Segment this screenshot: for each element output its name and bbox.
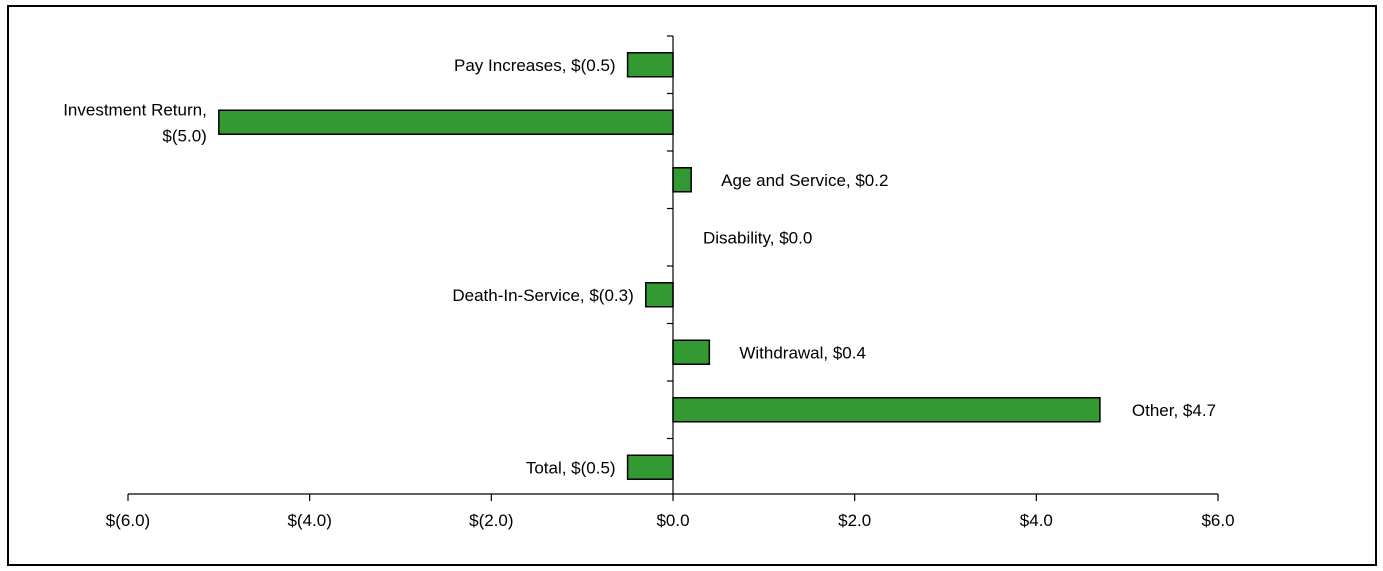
x-tick-label: $(2.0) [469, 511, 513, 530]
chart-frame [7, 5, 1377, 566]
bars-layer [218, 52, 1101, 480]
data-label-line: Pay Increases, $(0.5) [454, 56, 616, 75]
bar-total [626, 454, 674, 480]
data-label-pay-increases: Pay Increases, $(0.5) [454, 56, 616, 75]
data-label-total: Total, $(0.5) [526, 458, 616, 477]
data-label-death-in-service: Death-In-Service, $(0.3) [452, 286, 633, 305]
bar-age-and-service [672, 167, 692, 193]
x-tick-label: $0.0 [656, 511, 689, 530]
bar-withdrawal [672, 339, 711, 365]
x-tick-label: $(4.0) [287, 511, 331, 530]
x-tick-label: $(6.0) [106, 511, 150, 530]
bar-investment-return [218, 109, 674, 135]
data-label-line: Investment Return, [63, 100, 207, 119]
data-label-line: Other, $4.7 [1132, 401, 1216, 420]
data-label-line: Death-In-Service, $(0.3) [452, 286, 633, 305]
x-tick-label: $6.0 [1201, 511, 1234, 530]
data-label-age-and-service: Age and Service, $0.2 [721, 171, 888, 190]
data-label-line: Disability, $0.0 [703, 228, 812, 247]
data-label-disability: Disability, $0.0 [703, 228, 812, 247]
labels-layer: Pay Increases, $(0.5) Investment Return, $… [63, 56, 1216, 478]
data-label-other: Other, $4.7 [1132, 401, 1216, 420]
data-label-line: Withdrawal, $0.4 [739, 343, 866, 362]
data-label-line: Total, $(0.5) [526, 458, 616, 477]
bar-other [672, 397, 1101, 423]
data-label-line: Age and Service, $0.2 [721, 171, 888, 190]
data-label-line: $(5.0) [162, 126, 206, 145]
bar-death-in-service [645, 282, 674, 308]
data-label-withdrawal: Withdrawal, $0.4 [739, 343, 866, 362]
x-tick-label: $4.0 [1020, 511, 1053, 530]
x-tick-label: $2.0 [838, 511, 871, 530]
bar-pay-increases [626, 52, 674, 78]
axes-layer: $(6.0) $(4.0) $(2.0) $0.0 $2.0 $4.0 $6.0 [106, 35, 1235, 530]
data-label-investment-return: Investment Return, $(5.0) [63, 100, 207, 145]
